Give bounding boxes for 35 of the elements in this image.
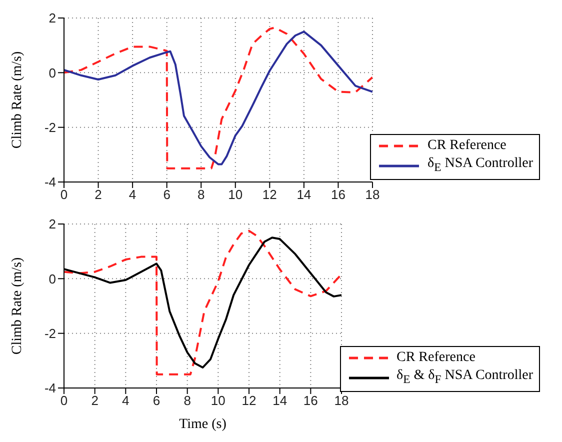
x-tick-label: 4 <box>128 187 136 202</box>
x-tick-label: 0 <box>60 393 68 408</box>
legend-label: CR Reference <box>396 349 476 368</box>
x-tick-label: 12 <box>242 393 256 408</box>
x-tick-label: 12 <box>262 187 277 202</box>
y-axis-title: Climb Rate (m/s) <box>10 51 25 149</box>
x-tick-label: 4 <box>122 393 130 408</box>
legend-label: δ$_{E}$ NSA Controller <box>427 155 533 176</box>
legend-label: CR Reference <box>427 137 506 156</box>
y-tick-label: 0 <box>48 271 56 286</box>
y-tick-label: 0 <box>48 65 56 80</box>
x-tick-label: 16 <box>303 393 318 408</box>
x-tick-label: 6 <box>152 393 160 408</box>
x-tick-label: 6 <box>163 187 170 202</box>
y-tick-label: -4 <box>44 380 56 396</box>
x-tick-label: 8 <box>184 393 191 408</box>
x-tick-label: 14 <box>272 393 288 408</box>
x-tick-label: 14 <box>296 187 312 202</box>
x-tick-label: 10 <box>210 393 226 408</box>
x-axis-title: Time (s) <box>179 417 227 432</box>
x-tick-label: 2 <box>94 187 102 202</box>
x-tick-label: 10 <box>228 187 243 202</box>
y-axis-title: Climb Rate (m/s) <box>10 257 25 355</box>
x-tick-label: 0 <box>60 187 68 202</box>
x-tick-label: 18 <box>334 393 349 408</box>
y-tick-label: 2 <box>48 10 56 26</box>
y-tick-label: 2 <box>48 216 56 232</box>
y-tick-label: -2 <box>44 326 56 341</box>
x-tick-label: 8 <box>197 187 205 202</box>
x-tick-label: 18 <box>365 187 380 202</box>
x-tick-label: 16 <box>330 187 346 202</box>
y-tick-label: -4 <box>44 174 56 190</box>
y-tick-label: -2 <box>44 120 56 135</box>
x-tick-label: 2 <box>91 393 98 408</box>
legend-label: δ$_{E}$ & δ$_{F}$ NSA Controller <box>396 367 533 388</box>
